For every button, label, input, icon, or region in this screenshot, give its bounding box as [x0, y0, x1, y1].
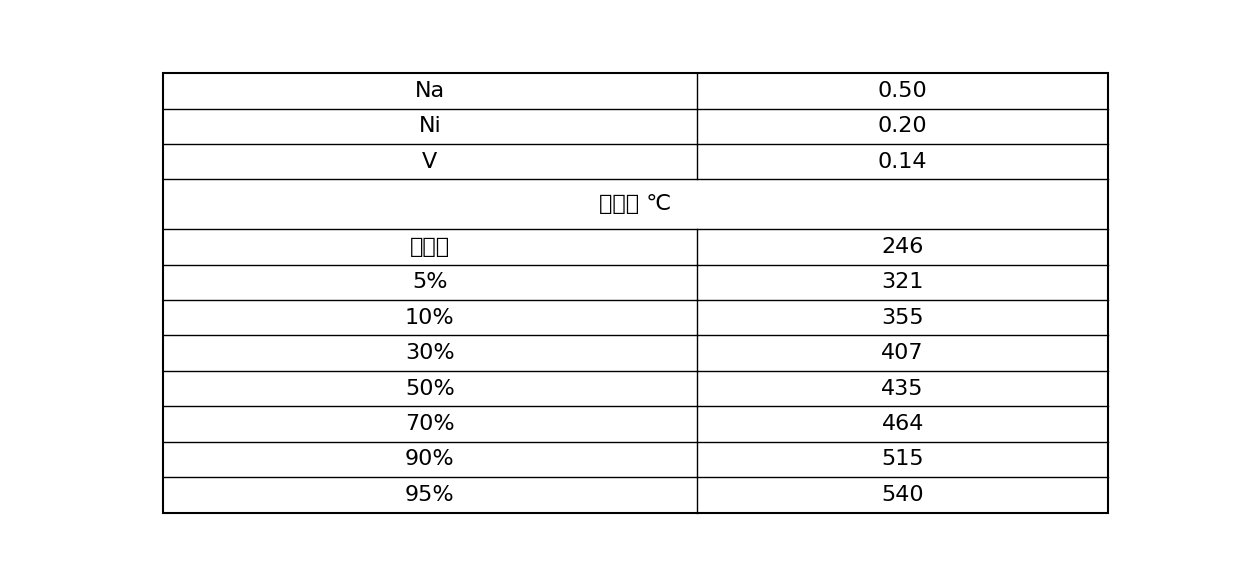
Text: 355: 355 — [882, 308, 924, 328]
Text: 246: 246 — [882, 237, 924, 257]
Text: 321: 321 — [882, 272, 924, 292]
Text: 馏程， ℃: 馏程， ℃ — [599, 194, 672, 214]
Text: 30%: 30% — [405, 343, 455, 363]
Text: 5%: 5% — [412, 272, 448, 292]
Text: Ni: Ni — [418, 117, 441, 136]
Text: 70%: 70% — [405, 414, 455, 434]
Text: 464: 464 — [882, 414, 924, 434]
Text: Na: Na — [414, 81, 445, 101]
Text: 435: 435 — [882, 379, 924, 398]
Text: 95%: 95% — [405, 485, 455, 505]
Text: 407: 407 — [882, 343, 924, 363]
Text: 0.50: 0.50 — [878, 81, 928, 101]
Text: 初馏点: 初馏点 — [409, 237, 450, 257]
Text: 50%: 50% — [405, 379, 455, 398]
Text: V: V — [422, 152, 438, 172]
Text: 540: 540 — [882, 485, 924, 505]
Text: 0.20: 0.20 — [878, 117, 928, 136]
Text: 0.14: 0.14 — [878, 152, 928, 172]
Text: 10%: 10% — [405, 308, 455, 328]
Text: 515: 515 — [882, 450, 924, 469]
Text: 90%: 90% — [405, 450, 455, 469]
